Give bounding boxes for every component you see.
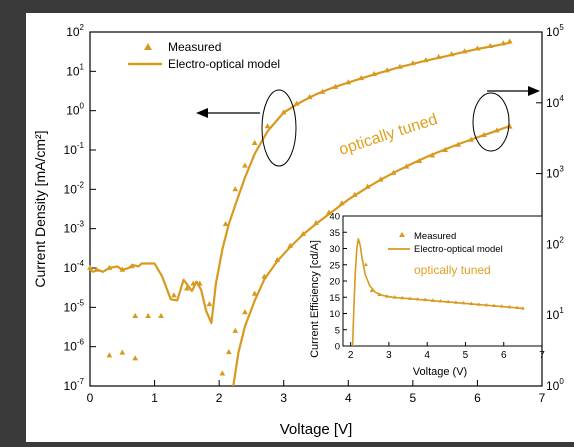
y-tick-label: 101	[66, 62, 84, 78]
inset-axis-ticks: 2 3 4 5 6 7 0 5 10 15 20 25 30 35 40	[329, 212, 545, 362]
data-point-right	[219, 370, 226, 376]
inset-x-tick-label: 2	[348, 350, 354, 361]
main-x-axis-label: Voltage [V]	[280, 421, 353, 438]
y-tick-label: 10-7	[64, 377, 85, 393]
inset-y-tick-label: 25	[329, 260, 340, 271]
inset-optically-tuned-annotation: optically tuned	[414, 263, 491, 277]
inset-y-tick-label: 20	[329, 277, 340, 288]
y-tick-label: 10-6	[64, 338, 85, 354]
inset-y-tick-label: 40	[329, 212, 340, 223]
inset-legend-marker-measured	[399, 232, 405, 237]
y2-tick-label: 102	[546, 235, 564, 251]
main-legend: Measured Electro-optical model	[128, 40, 280, 71]
data-point-left	[206, 301, 213, 307]
data-point-left	[132, 312, 139, 318]
y-tick-label: 10-1	[64, 141, 85, 157]
right-axis-highlight-ellipse	[472, 92, 510, 152]
inset-x-tick-label: 7	[539, 350, 545, 361]
data-point-left	[171, 292, 177, 298]
y-tick-label: 10-3	[64, 220, 85, 236]
data-point-left	[158, 312, 164, 318]
data-point-right	[232, 327, 239, 333]
x-tick-label: 5	[410, 391, 417, 405]
inset-legend: Measured Electro-optical model optically…	[388, 231, 503, 277]
inset-legend-label-model: Electro-optical model	[414, 244, 503, 255]
legend-marker-measured	[144, 43, 152, 50]
data-point-right	[225, 349, 232, 355]
x-tick-label: 7	[539, 391, 546, 405]
inset-y-axis-label: Current Efficiency [cd/A]	[309, 240, 321, 358]
data-point-left	[145, 312, 151, 318]
data-point-left	[132, 355, 139, 361]
inset-x-tick-label: 3	[386, 350, 392, 361]
data-point-left	[232, 186, 239, 192]
y-tick-label: 102	[66, 23, 84, 39]
inset-y-tick-label: 5	[335, 325, 340, 336]
left-axis-arrowhead	[196, 108, 208, 118]
main-axis-ticks: 0 1 2 3 4 5 6 710210110010-110-210-310-410-510-…	[64, 23, 565, 405]
inset-x-tick-label: 6	[501, 350, 507, 361]
data-point-left	[222, 220, 229, 227]
data-point-left	[87, 264, 93, 270]
inset-y-tick-label: 15	[329, 293, 340, 304]
series-line-right	[232, 124, 511, 387]
data-point-left	[119, 349, 126, 355]
right-axis-arrowhead	[528, 86, 540, 96]
legend-label-model: Electro-optical model	[168, 57, 280, 71]
data-point-left	[251, 139, 258, 145]
y2-tick-label: 101	[546, 306, 564, 322]
data-point-left	[242, 162, 248, 168]
inset-y-tick-label: 30	[329, 244, 340, 255]
inset-series-group	[351, 238, 525, 347]
inset-x-tick-label: 5	[463, 350, 469, 361]
y2-tick-label: 104	[546, 94, 564, 110]
legend-label-measured: Measured	[168, 40, 221, 54]
y-tick-label: 100	[66, 102, 84, 118]
main-y-axis-label: Current Density [mA/cm²]	[32, 130, 48, 287]
inset-series-line	[351, 238, 523, 347]
data-point-left	[183, 285, 190, 291]
series-line-left	[89, 41, 510, 325]
x-tick-label: 2	[216, 391, 223, 405]
x-tick-label: 0	[87, 391, 94, 405]
data-point-left	[106, 352, 113, 358]
y-tick-label: 10-2	[64, 180, 85, 196]
inset-chart: 2 3 4 5 6 7 0 5 10 15 20 25 30 35 40 Voltage (V) Curre…	[309, 212, 545, 379]
inset-x-tick-label: 4	[424, 350, 430, 361]
inset-legend-label-measured: Measured	[414, 231, 456, 242]
inset-plot-background	[343, 216, 542, 346]
x-tick-label: 1	[151, 391, 158, 405]
y2-tick-label: 103	[546, 165, 564, 181]
main-plot-frame	[89, 31, 543, 387]
inset-x-axis-label: Voltage (V)	[413, 366, 467, 378]
y2-tick-label: 100	[546, 377, 564, 393]
x-tick-label: 4	[345, 391, 352, 405]
y2-tick-label: 105	[546, 23, 564, 39]
main-series-group	[87, 38, 513, 387]
y-tick-label: 10-5	[64, 298, 85, 314]
inset-data-point	[363, 262, 368, 267]
data-point-right	[242, 309, 248, 315]
inset-y-tick-label: 10	[329, 309, 340, 320]
left-axis-highlight-ellipse	[261, 89, 297, 167]
data-point-left	[264, 123, 271, 129]
data-point-right	[251, 290, 258, 296]
inset-y-tick-label: 35	[329, 228, 340, 239]
y-tick-label: 10-4	[64, 259, 85, 275]
inset-y-tick-label: 0	[335, 342, 340, 353]
x-tick-label: 6	[474, 391, 481, 405]
x-tick-label: 3	[280, 391, 287, 405]
inset-data-point	[369, 288, 374, 293]
